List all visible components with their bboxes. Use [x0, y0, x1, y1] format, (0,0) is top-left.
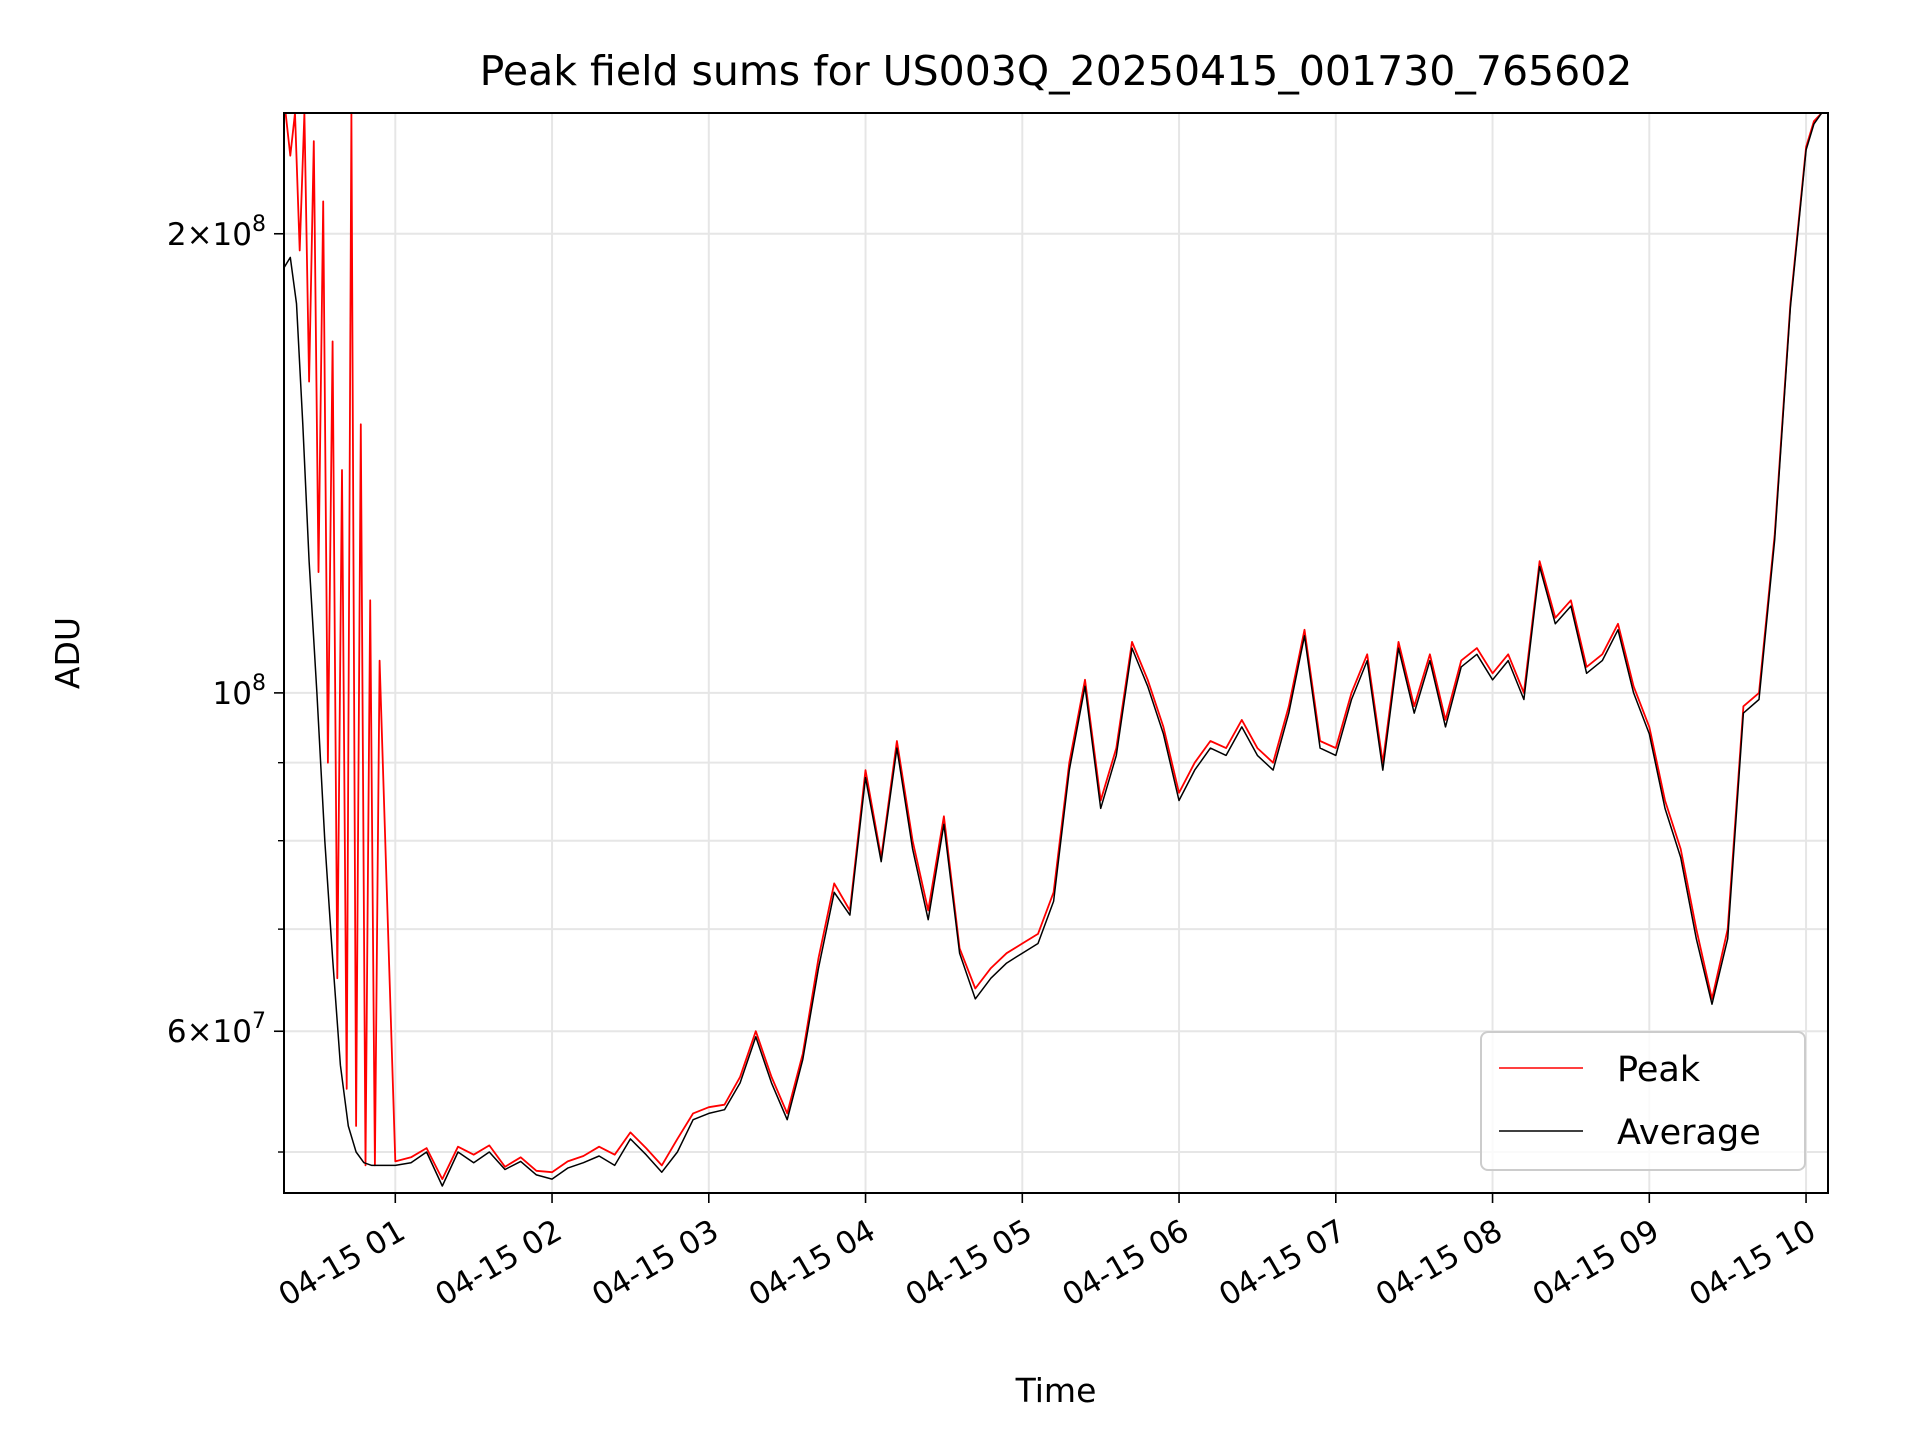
plot-frame	[283, 112, 1829, 1194]
series-lines	[284, 113, 1823, 1187]
y-tick-label: 108	[213, 671, 266, 712]
x-axis-label: Time	[1015, 1371, 1097, 1410]
series-line-peak	[284, 113, 1823, 1180]
series-line-average	[284, 113, 1823, 1187]
legend: Peak Average	[1480, 1031, 1806, 1171]
y-tick-label: 6×107	[167, 1009, 266, 1050]
y-tick-label: 2×108	[167, 212, 266, 253]
y-axis-label: ADU	[48, 617, 87, 689]
legend-label-peak: Peak	[1617, 1050, 1701, 1090]
y-axis: 6×107 108 2×108	[167, 212, 284, 1153]
legend-label-average: Average	[1617, 1113, 1761, 1153]
chart-title: Peak field sums for US003Q_20250415_0017…	[480, 47, 1633, 95]
legend-box	[1480, 1031, 1806, 1171]
